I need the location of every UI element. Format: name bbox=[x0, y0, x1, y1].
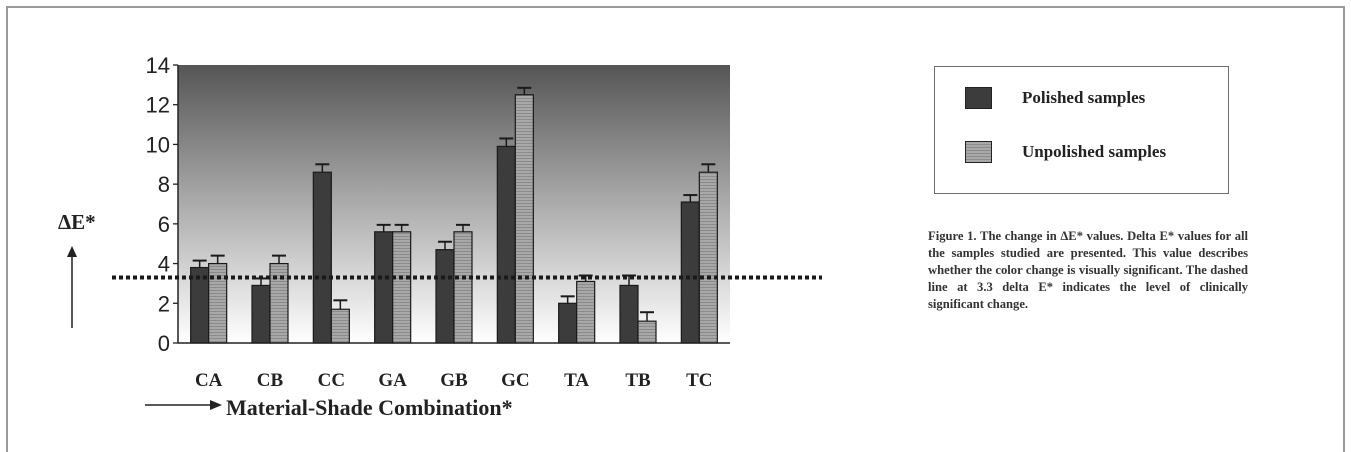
error-bar-unpolished-cb bbox=[272, 254, 286, 264]
bar-unpolished-ga bbox=[392, 231, 412, 344]
x-axis-arrow bbox=[145, 400, 222, 410]
y-tick-label-8: 8 bbox=[158, 172, 170, 197]
bar-unpolished-tc bbox=[698, 171, 718, 344]
bar-polished-tc bbox=[680, 201, 700, 344]
y-tick-label-4: 4 bbox=[158, 252, 170, 277]
bar-polished-gb bbox=[435, 249, 455, 344]
y-tick-label-2: 2 bbox=[158, 291, 170, 316]
y-tick-label-0: 0 bbox=[158, 331, 170, 356]
bar-polished-cb bbox=[251, 284, 271, 344]
bar-chart: 0 2 4 6 8 10 12 14 CA CB CC GA GB GC TA TB TC ΔE* Materi… bbox=[58, 53, 822, 420]
y-tick-label-12: 12 bbox=[146, 93, 170, 118]
bar-polished-ta bbox=[558, 302, 578, 344]
legend-swatch-unpolished bbox=[965, 141, 992, 163]
x-tick-label-tb: TB bbox=[625, 370, 651, 391]
bar-polished-tb bbox=[619, 284, 639, 344]
legend: Polished samples Unpolished samples bbox=[934, 66, 1229, 194]
error-bar-unpolished-cc bbox=[333, 299, 348, 310]
x-tick-label-gb: GB bbox=[440, 370, 468, 391]
error-bar-polished-gb bbox=[438, 240, 452, 250]
error-bar-polished-cc bbox=[315, 163, 330, 173]
error-bar-polished-gc bbox=[499, 137, 514, 147]
bar-unpolished-cb bbox=[269, 262, 289, 344]
error-bar-unpolished-gc bbox=[517, 86, 532, 95]
bar-polished-ga bbox=[374, 231, 394, 344]
error-bar-unpolished-gb bbox=[456, 223, 470, 232]
legend-label-polished: Polished samples bbox=[1022, 88, 1146, 107]
error-bar-unpolished-ga bbox=[394, 223, 409, 232]
error-bar-polished-ga bbox=[376, 223, 391, 232]
bar-unpolished-ta bbox=[576, 280, 596, 344]
error-bar-unpolished-ca bbox=[210, 254, 225, 264]
x-tick-label-ta: TA bbox=[564, 370, 589, 391]
y-axis-label: ΔE* bbox=[58, 210, 96, 234]
figure-frame bbox=[6, 6, 1345, 452]
bar-polished-gc bbox=[496, 145, 516, 344]
error-bar-polished-ca bbox=[192, 259, 207, 268]
x-tick-label-tc: TC bbox=[686, 370, 712, 391]
x-tick-label-cc: CC bbox=[318, 370, 345, 391]
x-tick-label-gc: GC bbox=[501, 370, 530, 391]
x-tick-label-cb: CB bbox=[257, 370, 284, 391]
error-bar-unpolished-tc bbox=[701, 163, 716, 173]
legend-swatch-polished bbox=[965, 87, 992, 109]
y-tick-label-10: 10 bbox=[146, 132, 170, 157]
x-tick-label-ca: CA bbox=[195, 370, 223, 391]
bar-unpolished-gb bbox=[453, 231, 473, 344]
error-bar-unpolished-tb bbox=[640, 311, 654, 322]
y-axis-arrow bbox=[67, 246, 77, 328]
legend-item-unpolished: Unpolished samples bbox=[965, 141, 1166, 163]
y-tick-label-6: 6 bbox=[158, 212, 170, 237]
y-tick-label-14: 14 bbox=[146, 53, 170, 78]
legend-item-polished: Polished samples bbox=[965, 87, 1145, 109]
bar-polished-cc bbox=[312, 171, 332, 344]
bar-unpolished-cc bbox=[330, 308, 350, 344]
bar-unpolished-gc bbox=[514, 94, 534, 344]
x-tick-label-ga: GA bbox=[378, 370, 407, 391]
figure-caption: Figure 1. The change in ΔE* values. Delt… bbox=[928, 229, 1248, 311]
error-bar-polished-tc bbox=[683, 194, 698, 203]
legend-label-unpolished: Unpolished samples bbox=[1022, 142, 1167, 161]
bar-unpolished-tb bbox=[637, 320, 657, 344]
error-bar-polished-ta bbox=[560, 295, 575, 304]
x-axis-label: Material-Shade Combination* bbox=[226, 395, 513, 420]
